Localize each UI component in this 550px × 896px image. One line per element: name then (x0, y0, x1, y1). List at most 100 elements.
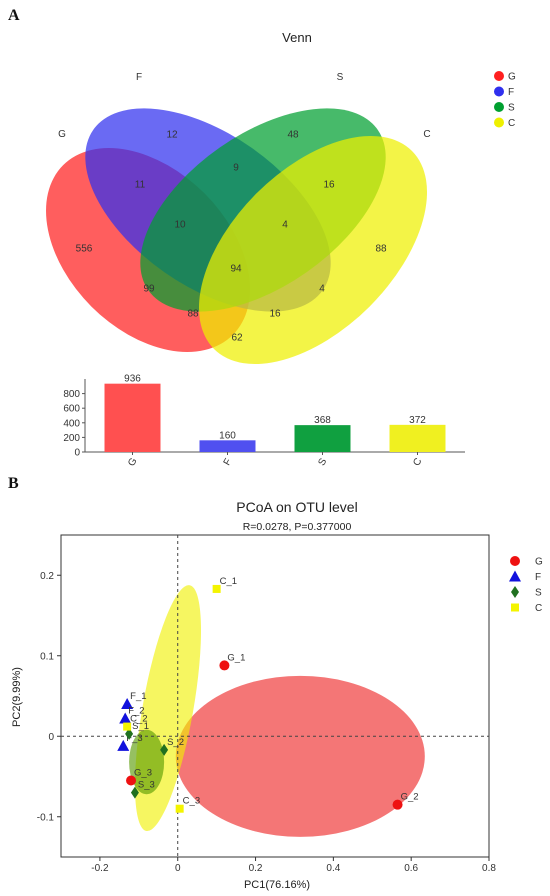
pcoa-point-label: F_2 (128, 706, 144, 717)
venn-legend-swatch-s (494, 102, 504, 112)
bar-s (294, 425, 351, 452)
bar-data-label: 372 (409, 415, 426, 426)
pcoa-point-c-2 (123, 722, 132, 731)
pcoa-y-tick-label: 0 (48, 732, 54, 743)
venn-legend-label-f: F (508, 87, 514, 98)
pcoa-point-g-1 (219, 660, 230, 671)
panel-a-letter: A (8, 7, 20, 24)
pcoa-x-tick-label: 0.2 (249, 863, 263, 874)
venn-region-count: 556 (76, 244, 93, 255)
venn-legend-swatch-f (494, 86, 504, 97)
pcoa-scatter-chart: PCoA on OTU level R=0.0278, P=0.377000 P… (11, 499, 543, 891)
pcoa-legend-marker-g (510, 556, 520, 566)
venn-region-count: 48 (287, 130, 299, 141)
bar-y-tick-label: 800 (63, 389, 80, 400)
venn-region-count: 88 (187, 309, 199, 320)
bar-x-tick-label: F (222, 457, 235, 468)
bar-y-tick-label: 0 (74, 448, 80, 459)
pcoa-x-label: PC1(76.16%) (244, 879, 310, 891)
pcoa-x-tick-label: 0.4 (326, 863, 340, 874)
pcoa-point-label: S_3 (138, 780, 155, 791)
pcoa-legend-marker-c (511, 603, 519, 612)
bar-y-tick-label: 600 (63, 404, 80, 415)
venn-legend-label-s: S (508, 103, 515, 114)
pcoa-title: PCoA on OTU level (236, 499, 357, 515)
pcoa-point-label: C_1 (220, 576, 237, 587)
bar-y-tick-label: 200 (63, 433, 80, 444)
pcoa-legend-label-s: S (535, 588, 542, 599)
bar-x-tick-label: G (126, 456, 140, 468)
venn-region-count: 62 (231, 333, 243, 344)
pcoa-ellipse-s (129, 729, 165, 795)
bar-chart: 0 200 400 600 800 936 G 160 F 368 S 372 C (63, 374, 465, 468)
venn-region-count: 11 (135, 180, 146, 191)
pcoa-point-label: F_3 (126, 733, 142, 744)
pcoa-point-g-2 (392, 799, 403, 810)
pcoa-subtitle: R=0.0278, P=0.377000 (243, 521, 352, 533)
pcoa-point-label: G_3 (134, 768, 152, 779)
pcoa-point-label: S_2 (167, 737, 184, 748)
venn-set-label-f: F (136, 72, 142, 83)
pcoa-ellipse-g (175, 675, 425, 837)
bar-f (199, 440, 256, 452)
pcoa-plot-frame (60, 534, 490, 858)
bar-g (104, 383, 161, 452)
pcoa-y-tick-label: 0.2 (40, 571, 54, 582)
pcoa-legend-label-f: F (535, 572, 541, 583)
pcoa-point-s-2 (160, 743, 169, 756)
bar-x-tick-label: C (411, 456, 424, 468)
pcoa-point-label: G_1 (227, 652, 245, 663)
pcoa-x-tick-label: 0.6 (404, 863, 418, 874)
pcoa-legend-label-c: C (535, 603, 542, 614)
pcoa-legend-marker-f (509, 570, 521, 582)
venn-region-count: 94 (230, 264, 242, 275)
venn-legend-swatch-c (494, 117, 504, 128)
venn-region-count: 10 (174, 220, 186, 231)
venn-title: Venn (282, 30, 312, 45)
pcoa-point-f-3 (117, 739, 130, 751)
pcoa-y-label: PC2(9.99%) (11, 667, 23, 727)
bar-data-label: 160 (219, 430, 236, 441)
bar-y-tick-label: 400 (63, 418, 80, 429)
pcoa-y-tick-label: 0.1 (40, 651, 54, 662)
pcoa-point-label: G_2 (401, 792, 419, 803)
venn-region-count: 16 (269, 309, 281, 320)
pcoa-point-g-3 (126, 775, 137, 786)
pcoa-x-tick-label: 0.8 (482, 863, 496, 874)
venn-region-count: 9 (233, 163, 239, 174)
pcoa-point-f-1 (121, 698, 134, 710)
venn-region-count: 4 (282, 220, 288, 231)
pcoa-point-label: S_1 (132, 721, 149, 732)
venn-region-count: 88 (375, 244, 387, 255)
pcoa-point-c-3 (175, 804, 184, 813)
pcoa-point-f-2 (119, 712, 132, 724)
pcoa-point-c-1 (212, 584, 221, 593)
bar-c (389, 424, 446, 452)
pcoa-point-s-1 (125, 727, 134, 740)
venn-set-label-s: S (337, 72, 344, 83)
pcoa-x-tick-label: -0.2 (91, 863, 109, 874)
venn-set-label-c: C (423, 129, 430, 140)
pcoa-y-tick-label: -0.1 (37, 812, 55, 823)
pcoa-legend-label-g: G (535, 557, 543, 568)
venn-region-count: 4 (319, 284, 325, 295)
pcoa-point-s-3 (130, 786, 139, 799)
venn-legend-label-c: C (508, 118, 515, 129)
venn-region-count: 12 (166, 130, 178, 141)
pcoa-legend-marker-s (511, 586, 519, 598)
panel-b-letter: B (8, 475, 19, 492)
pcoa-point-label: C_3 (183, 796, 200, 807)
bar-x-tick-label: S (317, 456, 330, 468)
venn-region-count: 16 (323, 180, 335, 191)
venn-region-count: 99 (143, 284, 155, 295)
venn-set-label-g: G (58, 129, 66, 140)
pcoa-x-tick-label: 0 (175, 863, 181, 874)
bar-data-label: 936 (124, 374, 141, 385)
venn-legend-swatch-g (494, 71, 504, 81)
pcoa-point-label: C_2 (130, 714, 147, 725)
bar-data-label: 368 (314, 415, 331, 426)
